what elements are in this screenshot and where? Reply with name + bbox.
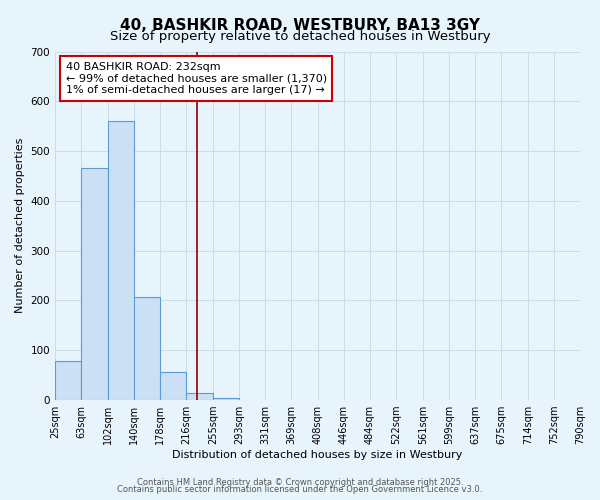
Text: 40 BASHKIR ROAD: 232sqm
← 99% of detached houses are smaller (1,370)
1% of semi-: 40 BASHKIR ROAD: 232sqm ← 99% of detache…	[65, 62, 326, 95]
Bar	[186, 392, 213, 400]
Bar	[134, 297, 160, 400]
Text: 40, BASHKIR ROAD, WESTBURY, BA13 3GY: 40, BASHKIR ROAD, WESTBURY, BA13 3GY	[120, 18, 480, 32]
Bar	[213, 398, 239, 400]
Bar	[81, 168, 108, 400]
Text: Contains public sector information licensed under the Open Government Licence v3: Contains public sector information licen…	[118, 486, 482, 494]
Bar	[108, 121, 134, 400]
Y-axis label: Number of detached properties: Number of detached properties	[15, 138, 25, 314]
Bar	[55, 361, 81, 400]
X-axis label: Distribution of detached houses by size in Westbury: Distribution of detached houses by size …	[172, 450, 463, 460]
Bar	[160, 372, 186, 400]
Text: Size of property relative to detached houses in Westbury: Size of property relative to detached ho…	[110, 30, 490, 43]
Text: Contains HM Land Registry data © Crown copyright and database right 2025.: Contains HM Land Registry data © Crown c…	[137, 478, 463, 487]
